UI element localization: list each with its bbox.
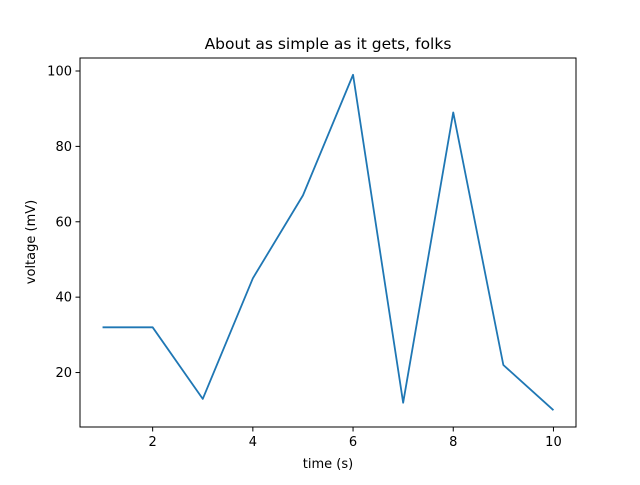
y-tick-label: 80 xyxy=(55,140,72,155)
x-tick-label: 8 xyxy=(449,435,457,450)
y-tick-label: 100 xyxy=(47,65,72,80)
y-tick-label: 40 xyxy=(55,291,72,306)
plot-background xyxy=(80,58,576,427)
y-tick-label: 20 xyxy=(55,366,72,381)
series-layer xyxy=(102,73,555,411)
x-tick-label: 10 xyxy=(545,435,562,450)
y-axis-ticks: 20 40 60 80 100 xyxy=(47,65,80,381)
y-axis-label: voltage (mV) xyxy=(24,200,39,284)
x-tick-label: 2 xyxy=(149,435,157,450)
y-tick-label: 60 xyxy=(55,215,72,230)
series-line xyxy=(102,73,555,411)
chart-title: About as simple as it gets, folks xyxy=(205,35,452,53)
x-tick-label: 4 xyxy=(249,435,257,450)
x-axis-label: time (s) xyxy=(303,457,353,472)
plot-frame xyxy=(79,57,577,428)
x-tick-label: 6 xyxy=(349,435,357,450)
x-axis-ticks: 2 4 6 8 10 xyxy=(149,427,562,450)
